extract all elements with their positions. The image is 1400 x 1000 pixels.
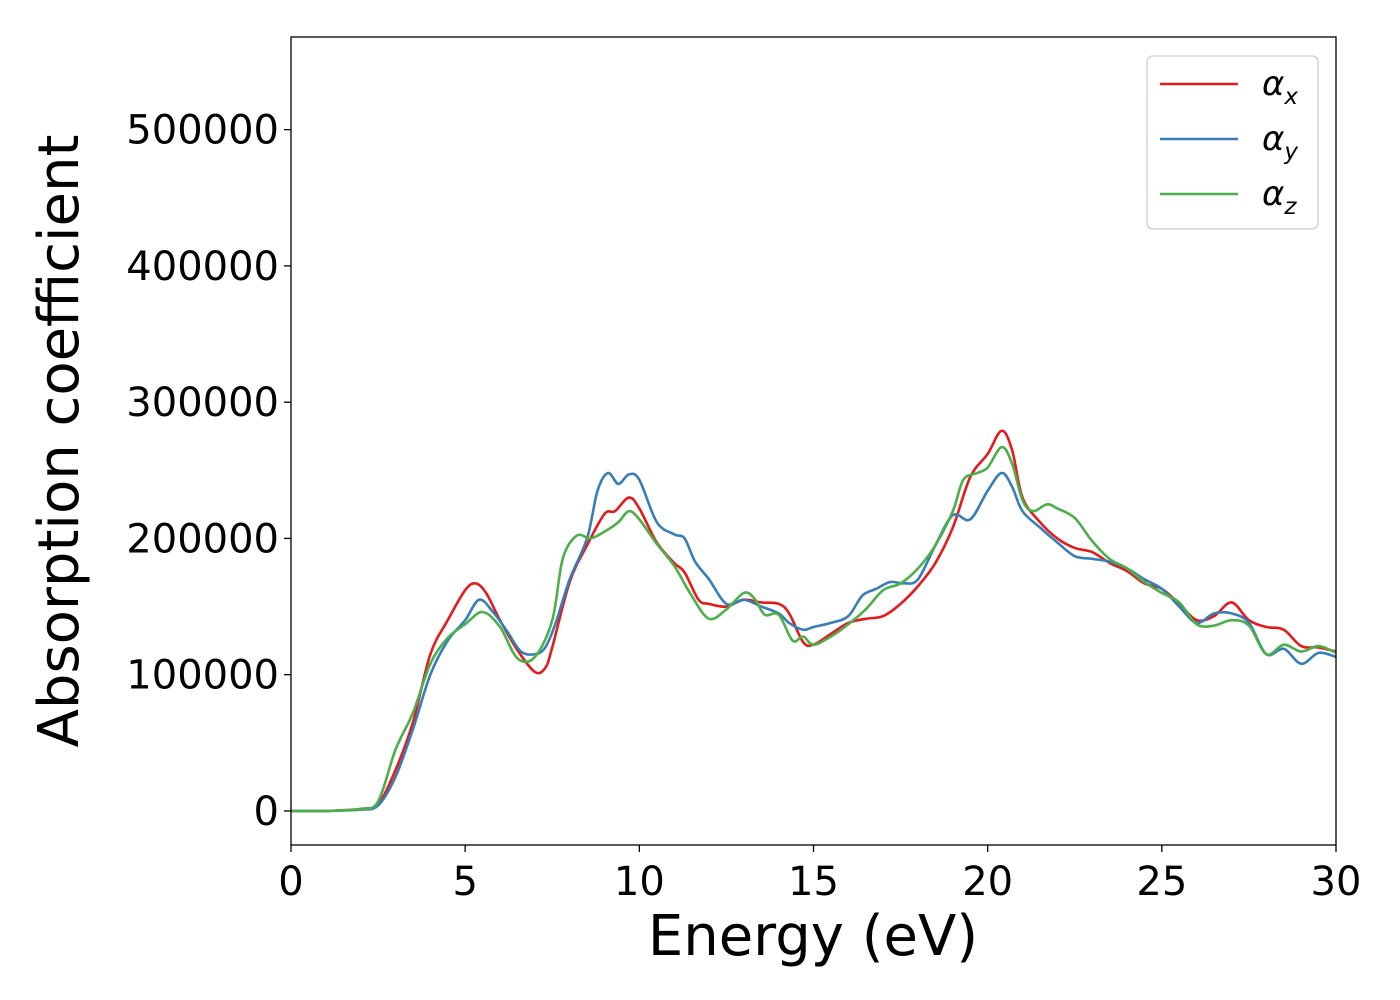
- x-tick-label: 20: [962, 859, 1013, 905]
- legend-label-z: αz: [1262, 174, 1297, 220]
- x-tick-label: 5: [452, 859, 477, 905]
- x-tick-label: 10: [614, 859, 665, 905]
- x-tick-label: 0: [278, 859, 303, 905]
- series-line-z: [290, 445, 1337, 813]
- y-tick-label: 500000: [126, 108, 279, 154]
- y-axis-label: Absorption coefficient: [27, 135, 92, 748]
- x-tick-label: 25: [1136, 859, 1187, 905]
- y-tick-label: 400000: [126, 244, 279, 290]
- x-tick-label: 15: [788, 859, 839, 905]
- legend-box: [1146, 55, 1319, 230]
- y-axis-ticks: 0 100000 200000 300000 400000 500000: [126, 108, 291, 835]
- x-tick-label: 30: [1311, 859, 1362, 905]
- x-axis-ticks: 0 5 10 15 20 25 30: [278, 845, 1361, 905]
- y-tick-label: 200000: [126, 516, 279, 562]
- series-line-y: [290, 471, 1337, 813]
- y-tick-label: 300000: [126, 380, 279, 426]
- x-axis-label: Energy (eV): [648, 904, 978, 969]
- series-line-x: [290, 429, 1337, 813]
- y-tick-label: 100000: [126, 653, 279, 699]
- y-tick-label: 0: [254, 789, 279, 835]
- series-layer: [290, 429, 1337, 813]
